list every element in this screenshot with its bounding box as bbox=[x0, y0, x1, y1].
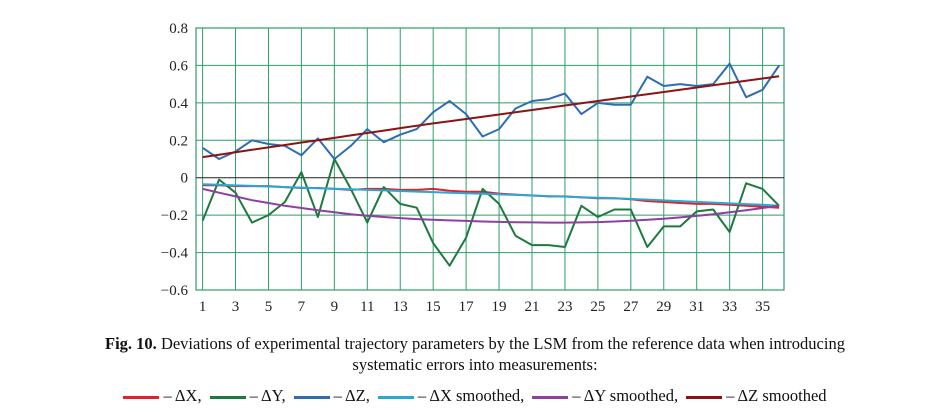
legend-swatch bbox=[686, 395, 723, 399]
y-tick-label: −0.2 bbox=[161, 208, 188, 224]
x-tick-label: 3 bbox=[232, 299, 240, 315]
legend-label: – ΔX smoothed, bbox=[417, 386, 525, 405]
x-tick-label: 13 bbox=[393, 299, 408, 315]
y-tick-label: 0.8 bbox=[169, 21, 188, 37]
y-tick-label: 0.6 bbox=[169, 58, 188, 74]
legend-label: – ΔY smoothed, bbox=[572, 386, 679, 405]
x-tick-label: 25 bbox=[590, 299, 605, 315]
legend-item-1: – ΔY, bbox=[209, 386, 286, 406]
legend: – ΔX, – ΔY, – ΔZ, – ΔX smoothed, – ΔY smooth… bbox=[0, 386, 950, 406]
x-tick-label: 5 bbox=[265, 299, 273, 315]
legend-swatch bbox=[123, 395, 160, 399]
series-line-5 bbox=[202, 75, 780, 159]
x-tick-label: 1 bbox=[199, 299, 207, 315]
x-tick-label: 9 bbox=[331, 299, 339, 315]
legend-item-2: – ΔZ, bbox=[293, 386, 370, 406]
plot-frame bbox=[195, 27, 785, 291]
y-tick-label: −0.4 bbox=[161, 246, 189, 262]
x-tick-label: 7 bbox=[298, 299, 306, 315]
x-tick-label: 17 bbox=[459, 299, 475, 315]
legend-item-4: – ΔY smoothed, bbox=[532, 386, 678, 406]
x-tick-label: 33 bbox=[722, 299, 737, 315]
figure-caption-line2: systematic errors into measurements: bbox=[352, 355, 598, 374]
legend-label: – ΔZ smoothed bbox=[726, 386, 827, 405]
x-tick-label: 21 bbox=[525, 299, 540, 315]
chart: 0.80.60.40.20−0.2−0.4−0.6 1 3 5 7 9 11 13 15 17 1… bbox=[161, 21, 785, 315]
x-tick-label: 23 bbox=[557, 299, 572, 315]
y-axis-ticks: 0.8 0.6 0.4 0.2 0 −0.2 −0.4 −0.6 bbox=[161, 21, 189, 299]
legend-swatch bbox=[532, 395, 569, 399]
x-tick-label: 19 bbox=[492, 299, 507, 315]
legend-label: – ΔX, bbox=[163, 386, 202, 405]
legend-item-0: – ΔX, bbox=[123, 386, 202, 406]
series-line-3 bbox=[202, 183, 780, 207]
figure-label: Fig. 10. bbox=[105, 334, 157, 353]
series-line-1 bbox=[201, 158, 780, 267]
y-tick-label: 0.2 bbox=[169, 133, 188, 149]
legend-item-5: – ΔZ smoothed bbox=[686, 386, 827, 406]
legend-item-3: – ΔX smoothed, bbox=[377, 386, 525, 406]
figure-caption: Fig. 10. Deviations of experimental traj… bbox=[0, 334, 950, 354]
series-line-4 bbox=[202, 187, 780, 224]
legend-label: – ΔY, bbox=[249, 386, 286, 405]
legend-swatch bbox=[209, 395, 246, 399]
x-axis-ticks: 1 3 5 7 9 11 13 15 17 19 21 23 25 27 29 31 33 35 bbox=[199, 299, 770, 315]
y-tick-label: −0.6 bbox=[161, 283, 189, 299]
y-tick-label: 0.4 bbox=[169, 96, 188, 112]
series-line-2 bbox=[202, 62, 780, 160]
x-tick-label: 31 bbox=[689, 299, 704, 315]
x-tick-label: 11 bbox=[360, 299, 374, 315]
x-tick-label: 35 bbox=[755, 299, 770, 315]
caption-text: Deviations of experimental trajectory pa… bbox=[156, 334, 845, 353]
x-tick-label: 15 bbox=[426, 299, 441, 315]
legend-swatch bbox=[377, 395, 414, 399]
legend-label: – ΔZ, bbox=[333, 386, 370, 405]
series-lines bbox=[201, 62, 780, 267]
y-tick-label: 0 bbox=[181, 171, 189, 187]
x-tick-label: 29 bbox=[656, 299, 671, 315]
grid bbox=[195, 27, 785, 291]
x-tick-label: 27 bbox=[623, 299, 639, 315]
legend-swatch bbox=[293, 395, 330, 399]
